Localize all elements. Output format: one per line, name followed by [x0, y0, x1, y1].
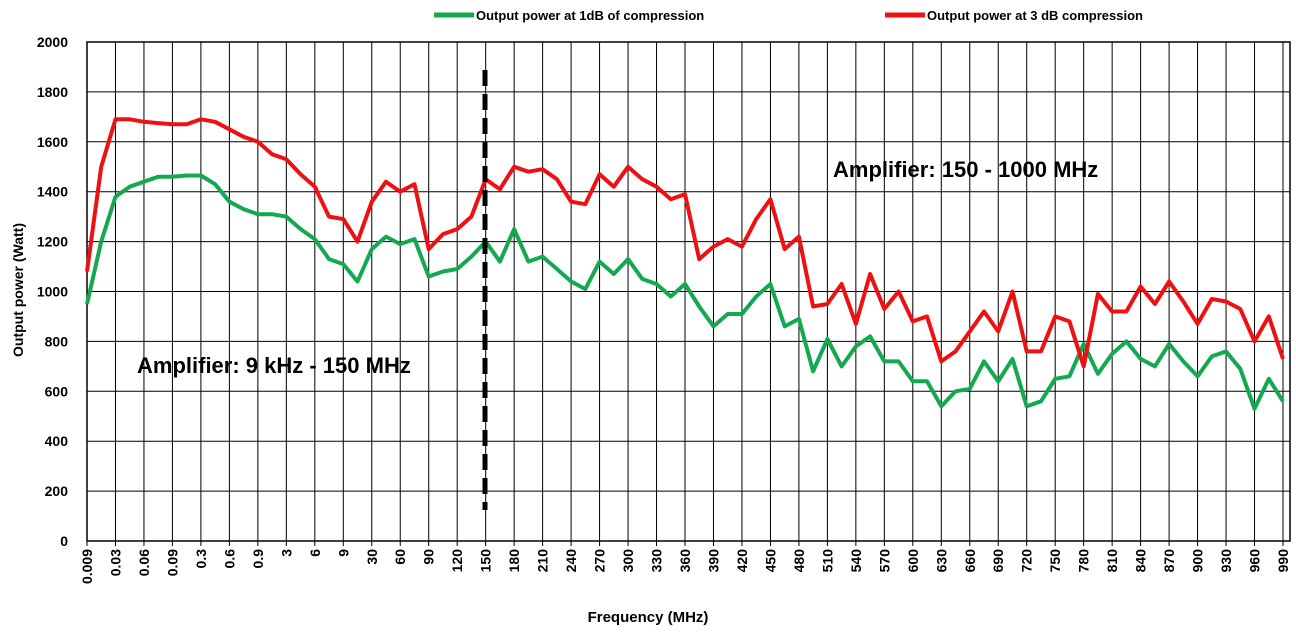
x-tick-label: 270 [592, 549, 608, 573]
x-tick-label: 540 [848, 549, 864, 573]
x-tick-label: 600 [905, 549, 921, 573]
x-tick-label: 180 [506, 549, 522, 573]
annotation: Amplifier: 150 - 1000 MHz [833, 157, 1098, 182]
x-tick-label: 780 [1076, 549, 1092, 573]
x-tick-label: 990 [1275, 549, 1291, 573]
legend-label: Output power at 3 dB compression [927, 8, 1143, 23]
x-tick-label: 30 [364, 549, 380, 565]
x-tick-label: 630 [933, 549, 949, 573]
x-tick-label: 9 [335, 549, 351, 557]
x-tick-label: 840 [1133, 549, 1149, 573]
x-tick-label: 300 [620, 549, 636, 573]
x-tick-label: 3 [278, 549, 294, 557]
x-tick-label: 60 [392, 549, 408, 565]
x-tick-label: 0.9 [250, 549, 266, 569]
x-tick-label: 0.3 [193, 549, 209, 569]
y-tick-label: 1800 [37, 84, 68, 100]
x-tick-label: 0.06 [136, 549, 152, 576]
y-tick-label: 400 [45, 433, 69, 449]
y-tick-label: 0 [60, 533, 68, 549]
x-tick-label: 660 [962, 549, 978, 573]
x-tick-label: 690 [990, 549, 1006, 573]
x-axis-title: Frequency (MHz) [588, 609, 709, 626]
x-tick-label: 120 [449, 549, 465, 573]
x-tick-label: 210 [535, 549, 551, 573]
x-tick-label: 870 [1161, 549, 1177, 573]
data-line [85, 117, 1285, 369]
x-tick-label: 480 [791, 549, 807, 573]
x-tick-label: 960 [1247, 549, 1263, 573]
y-tick-label: 800 [45, 333, 69, 349]
x-tick-label: 810 [1104, 549, 1120, 573]
x-tick-label: 570 [876, 549, 892, 573]
annotation: Amplifier: 9 kHz - 150 MHz [137, 353, 411, 378]
x-tick-label: 360 [677, 549, 693, 573]
x-tick-label: 0.009 [79, 549, 95, 584]
legend-label: Output power at 1dB of compression [476, 8, 704, 23]
grid [86, 41, 1290, 546]
x-tick-label: 390 [705, 549, 721, 573]
legend: Output power at 1dB of compression Output… [434, 8, 1143, 23]
y-tick-label: 1200 [37, 234, 68, 250]
x-tick-label: 240 [563, 549, 579, 573]
x-tick-label: 330 [649, 549, 665, 573]
lines [85, 117, 1285, 411]
y-tick-label: 1600 [37, 134, 68, 150]
x-tick-label: 750 [1047, 549, 1063, 573]
x-tick-label: 150 [478, 549, 494, 573]
x-tick-label: 450 [762, 549, 778, 573]
y-tick-label: 1400 [37, 184, 68, 200]
y-axis-title: Output power (Watt) [10, 223, 26, 357]
x-tick-label: 0.03 [107, 549, 123, 576]
x-tick-label: 720 [1019, 549, 1035, 573]
data-line [85, 173, 1285, 411]
y-tick-label: 200 [45, 483, 69, 499]
x-tick-label: 900 [1190, 549, 1206, 573]
x-tick-label: 930 [1218, 549, 1234, 573]
x-tick-label: 6 [307, 549, 323, 557]
y-tick-label: 2000 [37, 34, 68, 50]
y-tick-label: 600 [45, 383, 69, 399]
x-tick-label: 510 [819, 549, 835, 573]
x-tick-label: 0.09 [164, 549, 180, 576]
x-tick-label: 90 [421, 549, 437, 565]
y-tick-label: 1000 [37, 284, 68, 300]
x-tick-label: 0.6 [221, 549, 237, 569]
x-tick-label: 420 [734, 549, 750, 573]
